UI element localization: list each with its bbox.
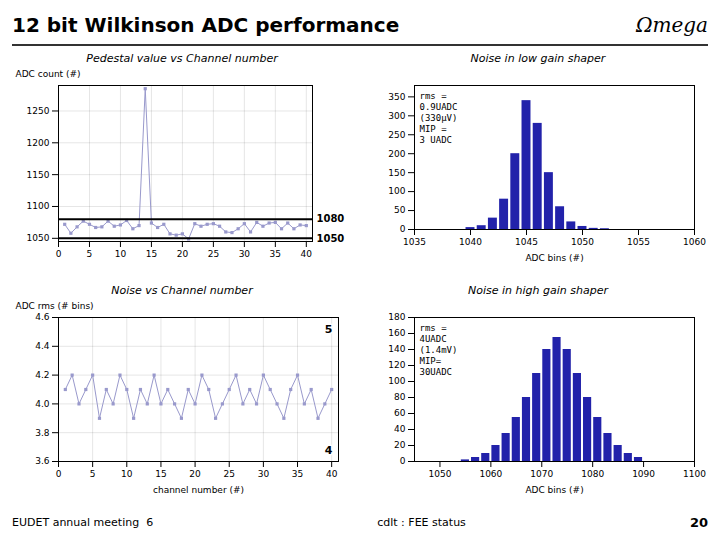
svg-text:100: 100 xyxy=(388,376,405,386)
svg-text:ADC rms (# bins): ADC rms (# bins) xyxy=(16,301,94,311)
svg-text:3.8: 3.8 xyxy=(35,428,50,438)
svg-text:1035: 1035 xyxy=(403,237,426,247)
html-text:12 bit Wilkinson ADC performan: 12 bit Wilkinson ADC performance xyxy=(12,13,400,37)
svg-text:160: 160 xyxy=(388,328,405,338)
svg-text:1200: 1200 xyxy=(27,138,50,148)
svg-text:1100: 1100 xyxy=(683,469,706,479)
svg-text:1080: 1080 xyxy=(581,469,604,479)
svg-text:20: 20 xyxy=(394,440,406,450)
svg-text:60: 60 xyxy=(394,408,406,418)
html-text:Noise vs Channel number: Noise vs Channel number xyxy=(111,284,253,297)
svg-text:40: 40 xyxy=(394,424,406,434)
svg-text:25: 25 xyxy=(208,249,219,259)
svg-text:1100: 1100 xyxy=(27,201,50,211)
svg-text:4: 4 xyxy=(325,444,333,457)
svg-text:35: 35 xyxy=(292,469,303,479)
svg-text:20: 20 xyxy=(177,249,189,259)
svg-text:35: 35 xyxy=(270,249,281,259)
html-text:EUDET annual meeting 6: EUDET annual meeting 6 xyxy=(12,515,154,529)
svg-text:1040: 1040 xyxy=(459,237,482,247)
svg-text:ADC bins (#): ADC bins (#) xyxy=(525,253,583,263)
html-text:20: 20 xyxy=(689,514,708,530)
svg-text:1055: 1055 xyxy=(627,237,650,247)
svg-text:ADC bins (#): ADC bins (#) xyxy=(525,485,583,495)
svg-text:300: 300 xyxy=(388,111,405,121)
svg-text:10: 10 xyxy=(115,249,127,259)
svg-text:30: 30 xyxy=(258,469,270,479)
svg-text:40: 40 xyxy=(326,469,338,479)
svg-text:10: 10 xyxy=(121,469,133,479)
svg-text:40: 40 xyxy=(301,249,313,259)
svg-text:rms =0.9UADC(330μV)MIP =3 UADC: rms =0.9UADC(330μV)MIP =3 UADC xyxy=(420,90,458,145)
svg-text:channel number (#): channel number (#) xyxy=(153,485,244,495)
svg-text:3.6: 3.6 xyxy=(35,456,50,466)
svg-text:1060: 1060 xyxy=(479,469,502,479)
svg-text:5: 5 xyxy=(87,249,93,259)
svg-text:140: 140 xyxy=(388,344,405,354)
svg-text:1250: 1250 xyxy=(27,106,50,116)
html-text:Pedestal value vs Channel numb: Pedestal value vs Channel number xyxy=(86,52,278,65)
svg-text:1050: 1050 xyxy=(571,237,594,247)
svg-text:0: 0 xyxy=(400,224,406,234)
svg-text:rms =4UADC(1.4mV)MIP=30UADC: rms =4UADC(1.4mV)MIP=30UADC xyxy=(420,322,458,377)
svg-text:4.2: 4.2 xyxy=(35,370,49,380)
svg-text:20: 20 xyxy=(189,469,201,479)
svg-text:0: 0 xyxy=(400,456,406,466)
svg-text:0: 0 xyxy=(56,249,62,259)
svg-text:1045: 1045 xyxy=(515,237,538,247)
html-text:cdlt : FEE status: cdlt : FEE status xyxy=(377,515,466,529)
svg-text:1150: 1150 xyxy=(27,170,50,180)
svg-text:1050: 1050 xyxy=(429,469,452,479)
svg-text:1050: 1050 xyxy=(27,233,50,243)
svg-text:15: 15 xyxy=(146,249,157,259)
svg-text:180: 180 xyxy=(388,312,405,322)
svg-text:50: 50 xyxy=(394,205,406,215)
svg-text:15: 15 xyxy=(155,469,166,479)
svg-text:4.6: 4.6 xyxy=(35,312,50,322)
svg-text:0: 0 xyxy=(56,469,62,479)
svg-text:1090: 1090 xyxy=(632,469,655,479)
html-text:Noise in high gain shaper: Noise in high gain shaper xyxy=(468,284,608,297)
svg-text:350: 350 xyxy=(388,92,405,102)
html-text:Ωmega: Ωmega xyxy=(635,13,708,37)
svg-text:250: 250 xyxy=(388,130,405,140)
svg-text:1050: 1050 xyxy=(317,233,345,244)
svg-text:100: 100 xyxy=(388,186,405,196)
svg-text:1080: 1080 xyxy=(317,213,345,224)
svg-text:1060: 1060 xyxy=(683,237,706,247)
svg-text:30: 30 xyxy=(239,249,251,259)
svg-text:5: 5 xyxy=(90,469,96,479)
html-text:Noise in low gain shaper: Noise in low gain shaper xyxy=(470,52,606,65)
svg-text:4.4: 4.4 xyxy=(35,341,50,351)
svg-text:25: 25 xyxy=(224,469,235,479)
svg-text:1070: 1070 xyxy=(530,469,553,479)
svg-text:120: 120 xyxy=(388,360,405,370)
svg-text:80: 80 xyxy=(394,392,406,402)
svg-text:5: 5 xyxy=(325,323,333,336)
svg-text:150: 150 xyxy=(388,168,405,178)
svg-text:4.0: 4.0 xyxy=(35,399,50,409)
svg-text:ADC count (#): ADC count (#) xyxy=(16,69,81,79)
svg-text:200: 200 xyxy=(388,149,405,159)
